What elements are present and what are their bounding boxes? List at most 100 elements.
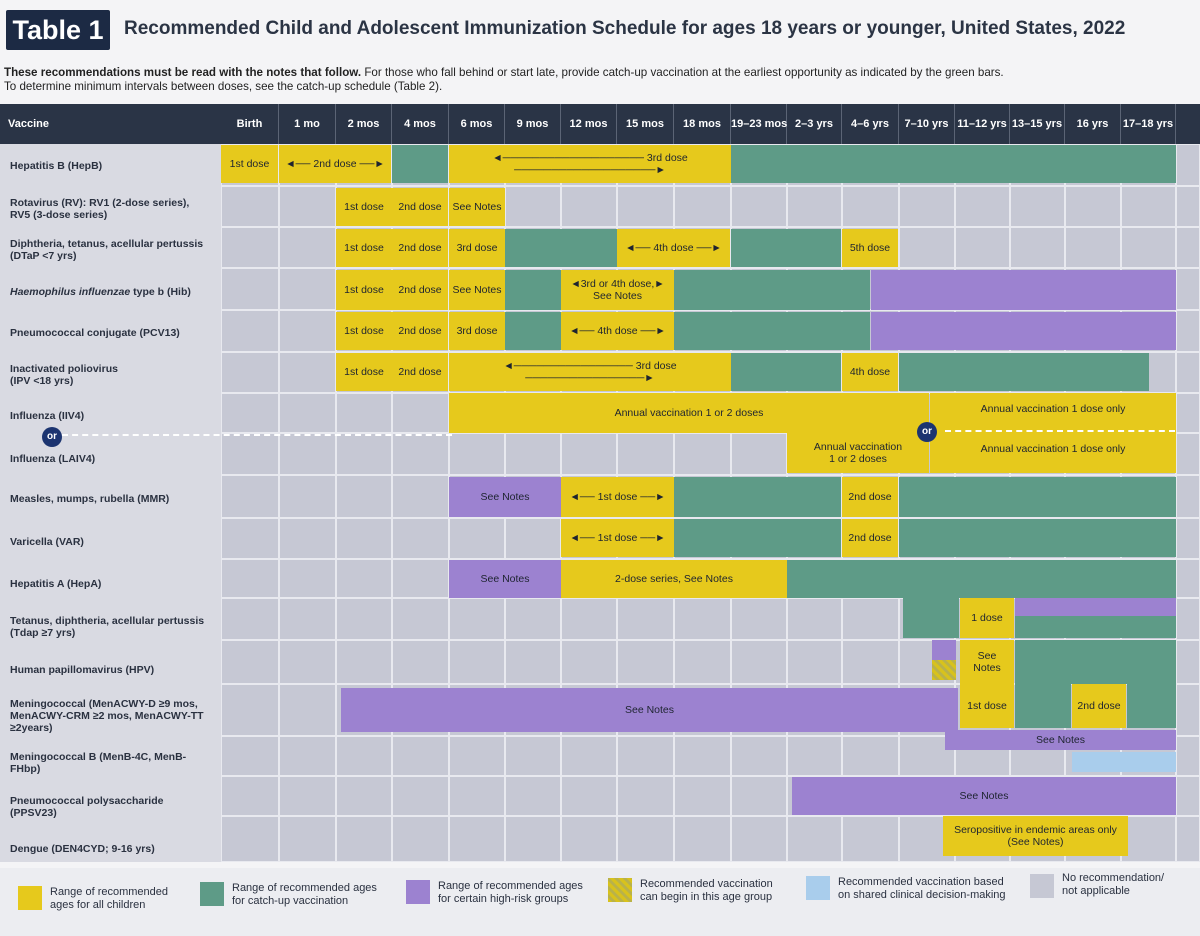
instructions-line2: To determine minimum intervals between d… [4, 80, 443, 93]
grid-cell [221, 776, 279, 816]
instructions-line1: For those who fall behind or start late,… [361, 66, 1004, 79]
grid-cell [279, 598, 336, 640]
age-column-3: 4 mos [392, 104, 449, 144]
grid-cell [842, 640, 899, 684]
grid-cell [505, 186, 561, 227]
vaccine-menacwy-l2: MenACWY-CRM ≥2 mos, MenACWY-TT [10, 710, 204, 722]
pcv-dose4: ◄── 4th dose ──► [561, 312, 674, 350]
hepb-dose1: 1st dose [221, 145, 278, 183]
vaccine-rotavirus-l2: RV5 (3-dose series) [10, 209, 108, 221]
mmr-highrisk: See Notes [449, 477, 561, 517]
hib-catchup-a [505, 270, 561, 310]
grid-cell [1065, 227, 1121, 268]
grid-cell [392, 776, 449, 816]
grid-cell [392, 433, 449, 475]
grid-cell [279, 518, 336, 559]
grid-cell [336, 433, 392, 475]
vaccine-ppsv23-l1: Pneumococcal polysaccharide [10, 795, 164, 807]
vaccine-iiv4: Influenza (IIV4) [10, 410, 85, 422]
grid-cell [899, 227, 955, 268]
grid-cell [505, 518, 561, 559]
hepa-highrisk: See Notes [449, 560, 561, 598]
hib-dose34-l1: ◄3rd or 4th dose,► [570, 278, 665, 290]
age-column-1: 1 mo [279, 104, 336, 144]
hepb-dose2: ◄── 2nd dose ──► [279, 145, 391, 183]
var-dose2: 2nd dose [842, 519, 898, 557]
or-divider-left [62, 434, 452, 436]
vaccine-dtap: Diphtheria, tetanus, acellular pertussis… [10, 238, 203, 262]
mmr-dose2: 2nd dose [842, 477, 898, 517]
grid-cell [392, 559, 449, 598]
hepb-catchup-4mo [392, 145, 448, 183]
vaccine-ipv: Inactivated poliovirus (IPV <18 yrs) [10, 363, 118, 387]
grid-cell [392, 518, 449, 559]
rv-dose2: 2nd dose [392, 188, 448, 226]
grid-cell [955, 186, 1010, 227]
grid-cell [561, 598, 617, 640]
grid-cell [449, 518, 505, 559]
grid-cell [279, 816, 336, 862]
grid-cell [505, 598, 561, 640]
grid-cell [1176, 186, 1200, 227]
grid-cell [279, 776, 336, 816]
age-column-7: 15 mos [617, 104, 674, 144]
menb-shared-decision [1072, 752, 1176, 772]
ipv-dose1: 1st dose [336, 353, 392, 391]
rv-see-notes: See Notes [449, 188, 505, 226]
grid-cell [1176, 268, 1200, 310]
grid-cell [279, 227, 336, 268]
pcv-highrisk [871, 312, 1176, 350]
age-column-16: 17–18 yrs [1121, 104, 1176, 144]
grid-cell [787, 640, 842, 684]
or-badge-right: or [917, 422, 937, 442]
legend-5-l2: not applicable [1062, 885, 1130, 897]
grid-cell [392, 640, 449, 684]
hpv-see-notes: See Notes [960, 640, 1014, 684]
age-column-4: 6 mos [449, 104, 505, 144]
laiv4-annual-l2: 1 or 2 doses [829, 453, 887, 465]
instructions-bold: These recommendations must be read with … [4, 66, 362, 79]
tdap-dose: 1 dose [960, 598, 1014, 638]
grid-cell [617, 640, 674, 684]
hepb-dose3: ◄─────────────────── 3rd dose ──────────… [449, 145, 731, 183]
grid-cell [1176, 684, 1200, 736]
grid-cell [674, 816, 731, 862]
vaccine-menacwy-l3: ≥2years) [10, 722, 53, 734]
age-column-0: Birth [221, 104, 279, 144]
grid-cell [392, 475, 449, 518]
hib-highrisk [871, 270, 1176, 310]
grid-cell [279, 393, 336, 433]
vaccine-hib: Haemophilus influenzae type b (Hib) [10, 286, 191, 298]
dengue-l2: (See Notes) [1007, 836, 1064, 848]
hepa-series: 2-dose series, See Notes [561, 560, 787, 598]
hib-dose1: 1st dose [336, 270, 392, 310]
tdap-highrisk [1015, 598, 1176, 616]
ipv-catchup-b [899, 353, 1149, 391]
pcv-catchup-a [505, 312, 561, 350]
vaccine-laiv4: Influenza (LAIV4) [10, 453, 96, 465]
grid-cell [505, 433, 561, 475]
legend-2-l1: Range of recommended ages [438, 880, 583, 892]
vaccine-menacwy-l1: Meningococcal (MenACWY-D ≥9 mos, [10, 698, 198, 710]
grid-cell [955, 227, 1010, 268]
rv-dose1: 1st dose [336, 188, 392, 226]
grid-cell [336, 475, 392, 518]
grid-cell [899, 186, 955, 227]
grid-cell [674, 186, 731, 227]
vaccine-dengue: Dengue (DEN4CYD; 9-16 yrs) [10, 843, 155, 855]
grid-cell [1176, 518, 1200, 559]
vaccine-menb-l2: FHbp) [10, 763, 41, 775]
legend-item-can-begin: Recommended vaccination can begin in this… [640, 878, 773, 904]
hib-see-notes: See Notes [449, 270, 505, 310]
vaccine-ipv-l1: Inactivated poliovirus [10, 363, 118, 375]
grid-cell [731, 433, 787, 475]
grid-cell [221, 352, 279, 393]
page-title: Recommended Child and Adolescent Immuniz… [124, 18, 1126, 39]
vaccine-hepa: Hepatitis A (HepA) [10, 578, 102, 590]
grid-cell [449, 816, 505, 862]
legend-0-l1: Range of recommended [50, 886, 169, 898]
vaccine-hib-rest: type b (Hib) [130, 286, 191, 298]
grid-cell [617, 736, 674, 776]
grid-cell [449, 433, 505, 475]
pcv-dose1: 1st dose [336, 312, 392, 350]
